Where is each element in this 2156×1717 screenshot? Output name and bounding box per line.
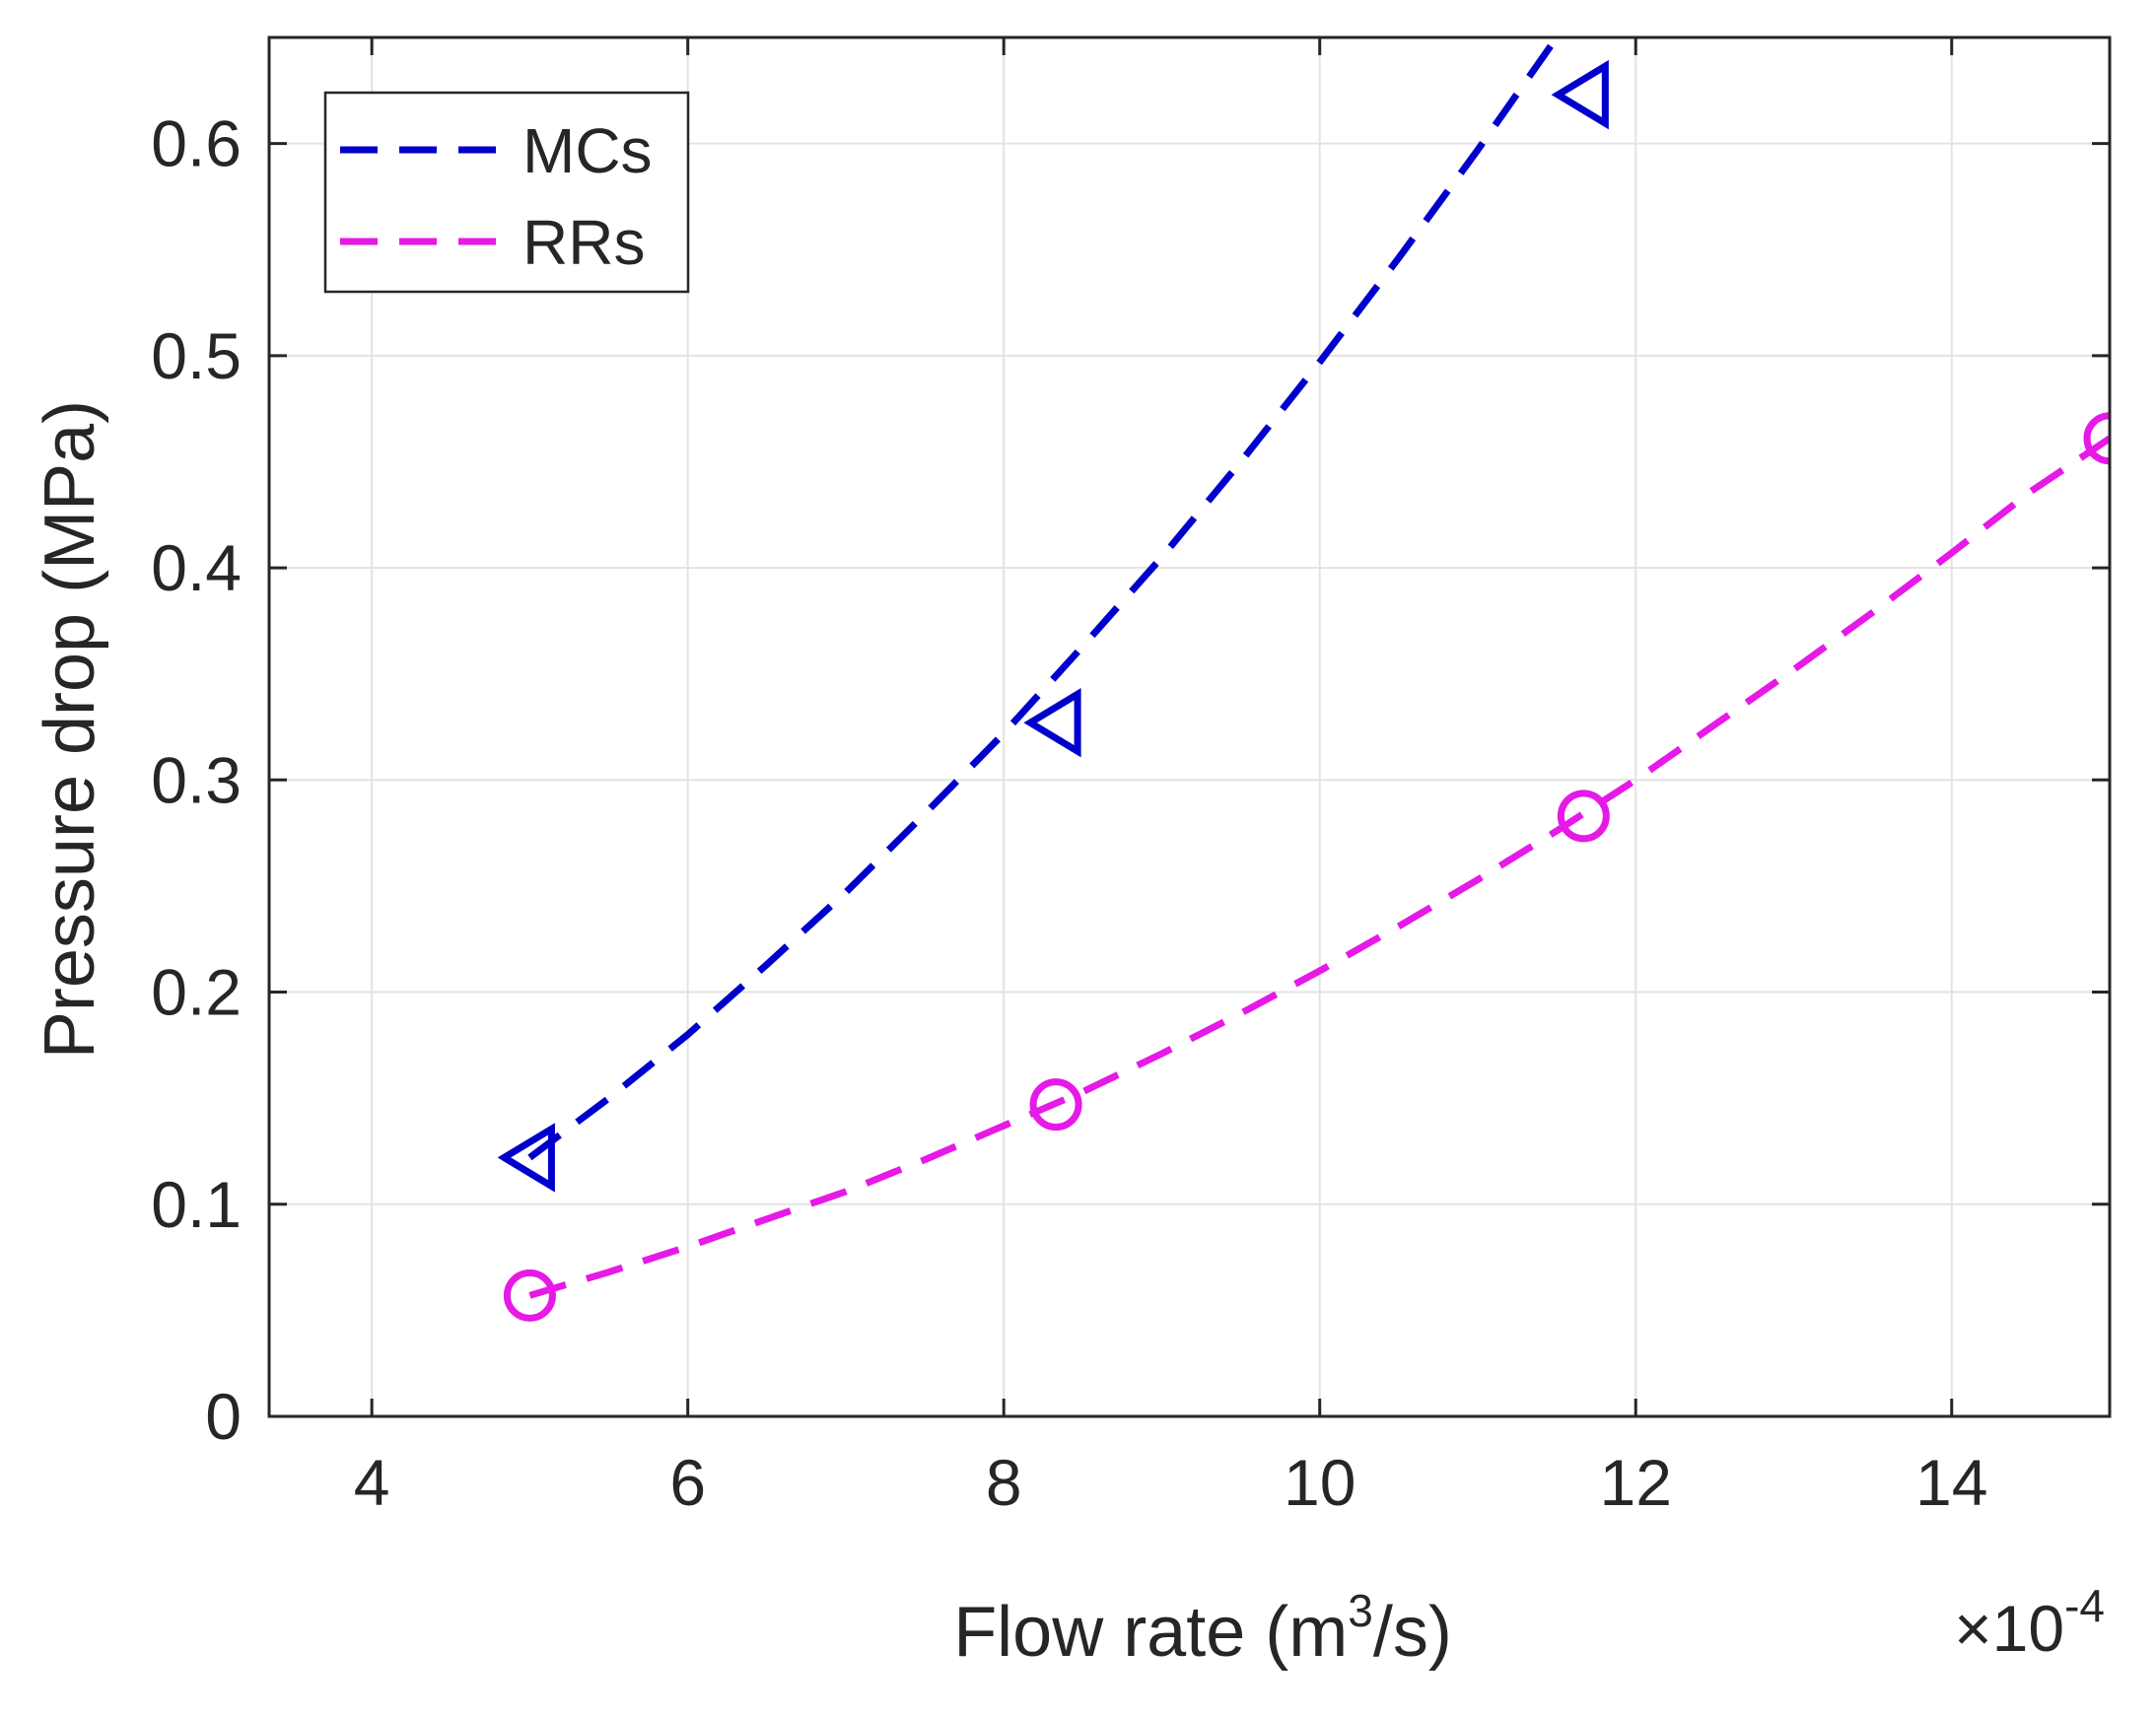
x-axis-title: Flow rate (m3/s) bbox=[953, 1585, 1452, 1672]
x-tick-label: 6 bbox=[669, 1446, 706, 1519]
x-axis-exponent: ×10-4 bbox=[1954, 1580, 2105, 1665]
data-point-rrs bbox=[1029, 1078, 1082, 1132]
x-tick-label: 4 bbox=[354, 1446, 390, 1519]
x-tick-label: 12 bbox=[1600, 1446, 1672, 1519]
y-tick-label: 0.3 bbox=[151, 743, 242, 816]
y-tick-label: 0.5 bbox=[151, 319, 242, 392]
data-point-rrs bbox=[1557, 790, 1610, 843]
x-axis-exponent-power: -4 bbox=[2064, 1580, 2105, 1631]
x-tick-label: 14 bbox=[1915, 1446, 1987, 1519]
x-axis-title-superscript: 3 bbox=[1348, 1585, 1373, 1636]
y-axis-title: Pressure drop (MPa) bbox=[31, 400, 109, 1059]
tick-labels: 4 6 8 10 12 14 0 0.1 0.2 0.3 0.4 0.5 0.6 bbox=[151, 107, 1987, 1519]
y-tick-label: 0.2 bbox=[151, 956, 242, 1029]
data-point-rrs bbox=[503, 1269, 556, 1322]
data-point-mcs bbox=[1551, 59, 1609, 130]
series-rrs bbox=[503, 412, 2110, 1322]
tick-marks bbox=[269, 37, 2110, 1418]
series-mcs bbox=[497, 37, 1609, 1193]
data-point-mcs bbox=[497, 1123, 555, 1193]
plot-frame bbox=[267, 35, 2112, 1418]
y-tick-label: 0.6 bbox=[151, 107, 242, 180]
series-layer bbox=[497, 37, 2110, 1322]
y-tick-label: 0 bbox=[205, 1380, 242, 1453]
data-point-rrs bbox=[2083, 412, 2110, 465]
y-tick-label: 0.4 bbox=[151, 531, 242, 604]
legend: MCs RRs bbox=[323, 91, 690, 294]
x-tick-label: 8 bbox=[986, 1446, 1022, 1519]
x-axis-title-unit: /s) bbox=[1373, 1593, 1452, 1672]
grid bbox=[269, 37, 2110, 1417]
series-line-rrs bbox=[528, 435, 2110, 1299]
y-tick-label: 0.1 bbox=[151, 1168, 242, 1241]
x-axis-title-main: Flow rate (m bbox=[953, 1593, 1348, 1672]
legend-label-rrs: RRs bbox=[522, 207, 645, 278]
legend-box bbox=[323, 91, 690, 294]
legend-label-mcs: MCs bbox=[522, 115, 653, 186]
x-axis-exponent-base: ×10 bbox=[1954, 1592, 2064, 1665]
x-tick-label: 10 bbox=[1284, 1446, 1356, 1519]
data-point-mcs bbox=[1023, 687, 1081, 758]
